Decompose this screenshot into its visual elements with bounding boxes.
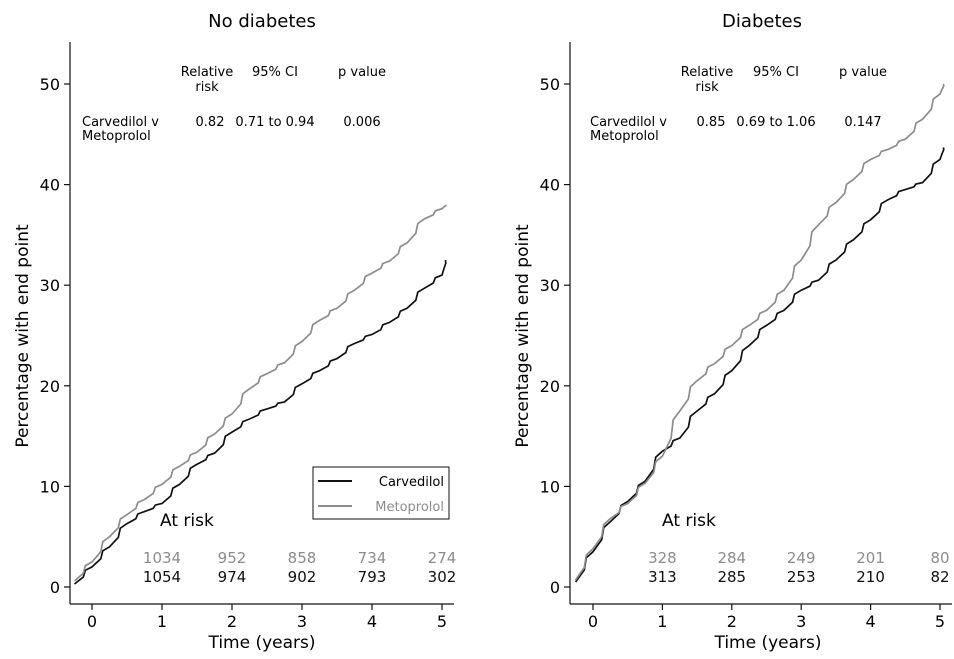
x-tick-label: 1 (657, 612, 667, 631)
value-pvalue: 0.006 (343, 115, 380, 130)
y-tick-label: 40 (40, 176, 60, 195)
y-axis-label: Percentage with end point (13, 224, 33, 448)
at-risk-carvedilol: 210 (856, 568, 885, 586)
y-tick-label: 0 (50, 578, 60, 597)
series-line-metoprolol (73, 204, 447, 582)
y-tick-label: 20 (540, 377, 560, 396)
x-tick-label: 5 (935, 612, 945, 631)
at-risk-metoprolol: 734 (358, 549, 387, 567)
y-tick-label: 30 (40, 276, 60, 295)
at-risk-metoprolol: 274 (428, 549, 457, 567)
legend: Carvedilol Metoprolol (312, 466, 450, 520)
at-risk-carvedilol: 974 (218, 568, 247, 586)
y-tick-label: 50 (40, 75, 60, 94)
y-tick-label: 10 (40, 477, 60, 496)
x-axis-label: Time (years) (207, 633, 315, 653)
header-ci: 95% CI (753, 65, 799, 80)
at-risk-label: At risk (160, 511, 214, 531)
stats-table: Relative risk 95% CI p value Carvedilol … (82, 65, 386, 144)
at-risk-carvedilol: 313 (648, 568, 677, 586)
at-risk-carvedilol: 285 (717, 568, 746, 586)
panel-title: No diabetes (208, 11, 316, 32)
header-risk: risk (695, 80, 719, 95)
legend-label-metoprolol: Metoprolol (375, 500, 444, 515)
value-ci: 0.69 to 1.06 (736, 115, 815, 130)
at-risk-metoprolol: 284 (717, 549, 746, 567)
row-label-2: Metoprolol (82, 129, 151, 144)
x-tick-label: 4 (866, 612, 876, 631)
at-risk-carvedilol: 1054 (143, 568, 181, 586)
x-tick-label: 0 (87, 612, 97, 631)
at-risk-metoprolol: 858 (288, 549, 317, 567)
at-risk-carvedilol: 253 (787, 568, 816, 586)
at-risk-carvedilol: 902 (288, 568, 317, 586)
at-risk-metoprolol: 201 (856, 549, 885, 567)
legend-box (312, 466, 450, 520)
row-label-1: Carvedilol v (82, 115, 159, 130)
stats-table: Relative risk 95% CI p value Carvedilol … (590, 65, 887, 144)
x-tick-label: 0 (588, 612, 598, 631)
y-tick-label: 50 (540, 75, 560, 94)
header-pvalue: p value (839, 65, 887, 80)
panel-title: Diabetes (722, 11, 802, 32)
y-axis-label: Percentage with end point (513, 224, 533, 448)
at-risk-metoprolol: 249 (787, 549, 816, 567)
value-relative-risk: 0.82 (196, 115, 225, 130)
header-ci: 95% CI (252, 65, 298, 80)
at-risk-metoprolol: 80 (930, 549, 949, 567)
y-tick-label: 20 (40, 377, 60, 396)
row-label-2: Metoprolol (590, 129, 659, 144)
y-tick-label: 40 (540, 176, 560, 195)
x-tick-label: 4 (367, 612, 377, 631)
header-relative: Relative (181, 65, 233, 80)
header-relative: Relative (681, 65, 733, 80)
x-tick-label: 5 (437, 612, 447, 631)
x-axis-label: Time (years) (713, 633, 821, 653)
at-risk-carvedilol: 793 (358, 568, 387, 586)
at-risk-metoprolol: 328 (648, 549, 677, 567)
y-tick-label: 0 (550, 578, 560, 597)
at-risk-metoprolol: 952 (218, 549, 247, 567)
at-risk-carvedilol: 302 (428, 568, 457, 586)
at-risk-metoprolol: 1034 (143, 549, 181, 567)
x-tick-label: 1 (157, 612, 167, 631)
value-pvalue: 0.147 (844, 115, 881, 130)
x-tick-label: 2 (727, 612, 737, 631)
y-tick-label: 30 (540, 276, 560, 295)
series-line-metoprolol (574, 83, 945, 581)
x-tick-label: 3 (297, 612, 307, 631)
at-risk-label: At risk (662, 511, 716, 531)
legend-label-carvedilol: Carvedilol (379, 475, 444, 490)
series-line-carvedilol (73, 260, 447, 585)
header-pvalue: p value (338, 65, 386, 80)
value-relative-risk: 0.85 (697, 115, 726, 130)
value-ci: 0.71 to 0.94 (235, 115, 314, 130)
x-tick-label: 2 (227, 612, 237, 631)
y-tick-label: 10 (540, 477, 560, 496)
x-tick-label: 3 (796, 612, 806, 631)
series-line-carvedilol (574, 147, 945, 583)
row-label-1: Carvedilol v (590, 115, 667, 130)
header-risk: risk (195, 80, 219, 95)
at-risk-carvedilol: 82 (930, 568, 949, 586)
